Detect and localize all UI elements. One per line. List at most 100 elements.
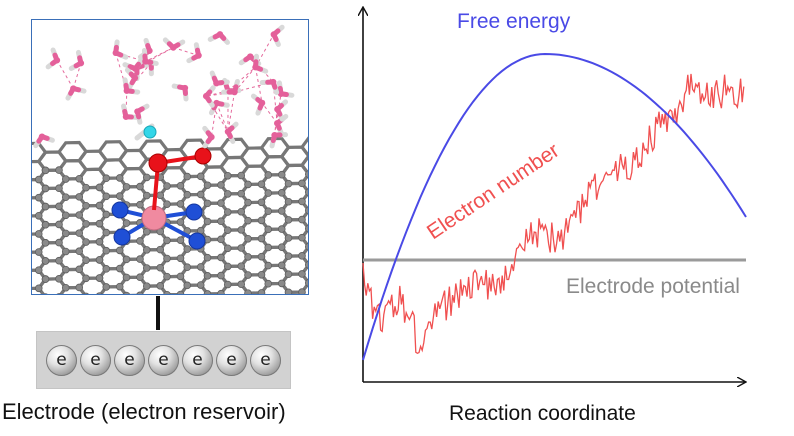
carbon-atom (115, 246, 124, 255)
carbon-atom (122, 219, 131, 227)
nitrogen-atom (188, 232, 206, 250)
carbon-atom (217, 199, 225, 207)
carbon-atom (277, 243, 286, 251)
water-oxygen (131, 65, 139, 72)
carbon-atom (284, 270, 293, 279)
carbon-atom (203, 199, 212, 208)
carbon-atom (55, 275, 63, 283)
carbon-atom (75, 229, 84, 237)
carbon-atom (61, 247, 70, 256)
carbon-atom (122, 273, 131, 282)
carbon-atom (277, 261, 286, 270)
carbon-atom (75, 283, 84, 292)
hydrogen-bond (125, 90, 128, 117)
carbon-atom (277, 225, 286, 233)
carbon-atom (75, 211, 84, 219)
carbon-atom (142, 282, 151, 290)
carbon-atom (115, 282, 124, 291)
carbon-atom (41, 184, 50, 193)
carbon-atom (304, 261, 308, 269)
water-oxygen (146, 47, 153, 54)
electron-number-curve (362, 73, 745, 355)
electron-sphere: e (80, 344, 111, 376)
carbon-atom (237, 171, 246, 180)
carbon-atom (203, 181, 212, 190)
oxygen-atom (148, 153, 168, 173)
carbon-atom (95, 183, 104, 192)
carbon-atom (284, 288, 293, 294)
nitrogen-atom (111, 201, 129, 219)
carbon-atom (237, 280, 246, 289)
hydrogen-bond (206, 91, 235, 97)
carbon-atom (55, 184, 63, 193)
carbon-atom (217, 217, 225, 226)
carbon-atom (244, 289, 252, 294)
carbon-atom (142, 173, 151, 182)
carbon-atom (304, 206, 308, 215)
carbon-atom (244, 235, 252, 243)
carbon-atom (142, 264, 151, 272)
carbon-atom (304, 170, 308, 178)
carbon-atom (82, 238, 90, 246)
carbon-atom (176, 218, 185, 226)
carbon-atom (217, 289, 225, 294)
carbon-atom (176, 236, 185, 244)
hydrogen-bond (145, 47, 174, 62)
carbon-atom (217, 271, 225, 280)
carbon-atom (82, 201, 90, 210)
highlighted-hydrogen (143, 125, 157, 139)
carbon-atom (223, 280, 232, 289)
carbon-atom (203, 253, 212, 262)
hydrogen-bond (227, 91, 236, 132)
carbon-atom (223, 262, 232, 271)
carbon-atom (136, 200, 144, 209)
electron-sphere: e (250, 344, 281, 376)
carbon-atom (163, 200, 171, 208)
nitrogen-atom (113, 228, 131, 246)
carbon-atom (223, 208, 232, 216)
carbon-atom (237, 189, 246, 198)
carbon-atom (244, 198, 252, 207)
water-oxygen (131, 74, 139, 82)
water-oxygen (277, 90, 285, 97)
water-oxygen (271, 131, 278, 139)
carbon-atom (61, 211, 70, 220)
carbon-atom (156, 263, 165, 272)
water-oxygen (142, 58, 149, 65)
carbon-atom (298, 252, 306, 260)
carbon-atom (136, 291, 144, 294)
water-oxygen (123, 87, 131, 94)
carbon-atom (61, 175, 70, 183)
carbon-atom (223, 171, 232, 180)
electrode-label: Electrode (electron reservoir) (2, 399, 286, 424)
carbon-atom (244, 253, 252, 261)
carbon-atom (264, 189, 273, 197)
carbon-atom (264, 243, 273, 252)
carbon-atom (196, 190, 205, 199)
carbon-atom (136, 237, 144, 245)
water-oxygen (231, 88, 238, 96)
carbon-atom (115, 174, 124, 182)
carbon-atom (257, 216, 266, 225)
electron-sphere: e (216, 344, 247, 376)
carbon-atom (156, 245, 165, 254)
carbon-atom (55, 202, 63, 211)
carbon-atom (163, 272, 171, 281)
carbon-atom (196, 281, 205, 289)
carbon-atom (95, 274, 104, 282)
carbon-atom (223, 226, 232, 234)
carbon-atom (284, 197, 293, 206)
water-oxygen (269, 78, 277, 86)
carbon-atom (298, 179, 306, 188)
carbon-atom (41, 275, 50, 283)
carbon-atom (136, 255, 144, 263)
electron-number-label: Electron number (423, 139, 564, 244)
carbon-atom (203, 217, 212, 226)
water-oxygen (270, 31, 277, 38)
electron-sphere: e (46, 344, 77, 376)
carbon-atom (41, 257, 50, 265)
carbon-atom (183, 190, 192, 199)
molecule-structure (32, 24, 308, 294)
hydrogen-bond (72, 62, 82, 89)
